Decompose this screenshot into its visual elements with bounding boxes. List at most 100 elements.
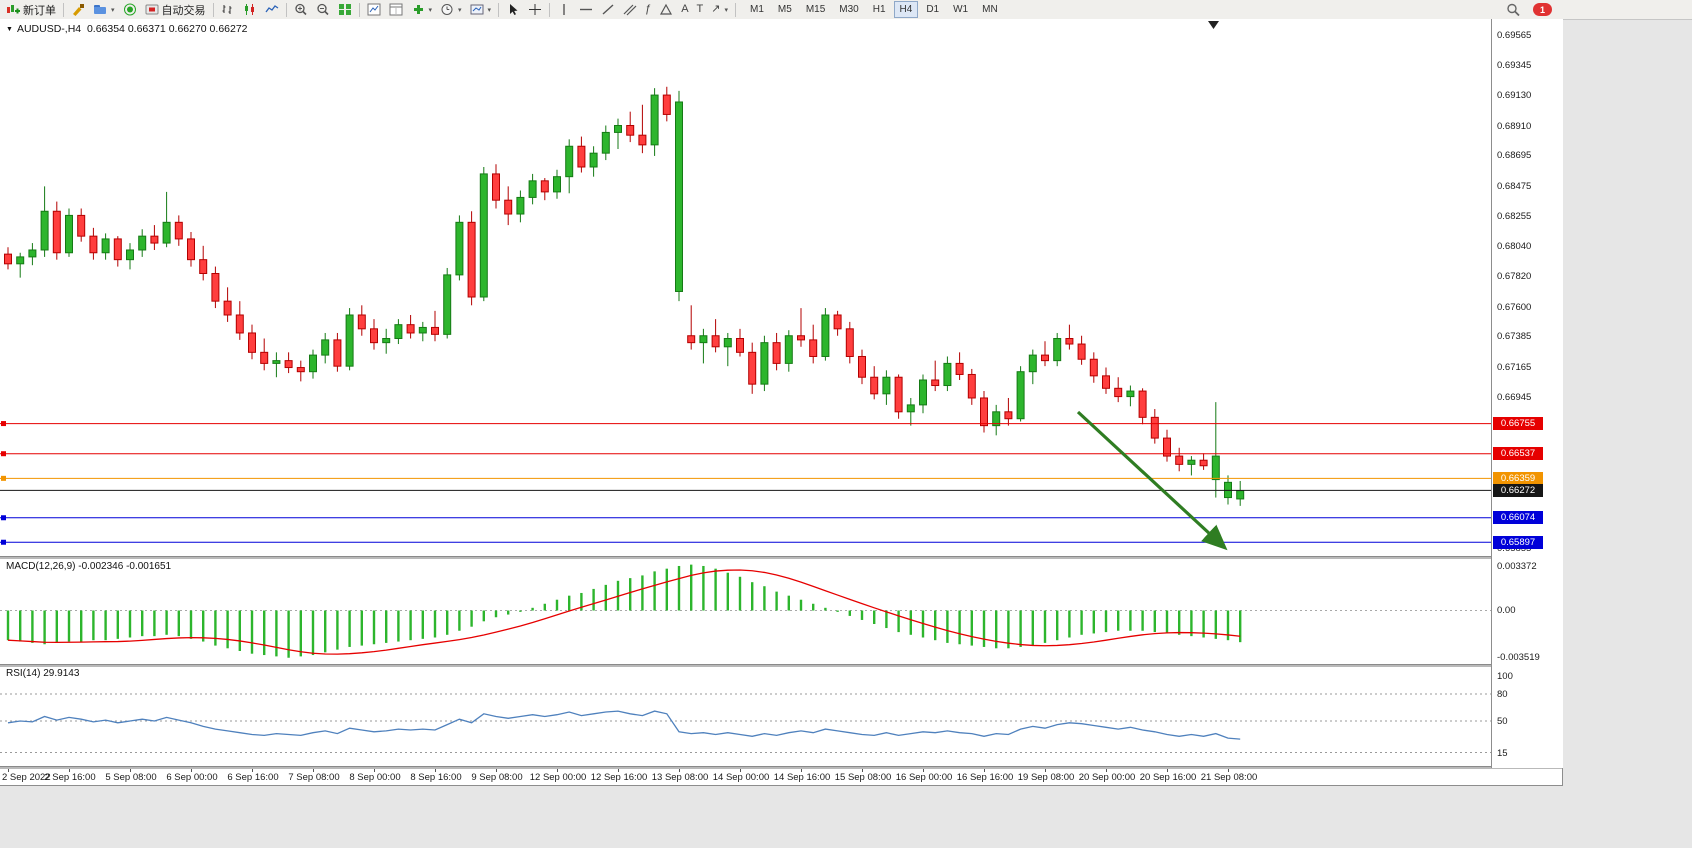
add-indicator-button[interactable]: ▾ — [407, 0, 437, 19]
time-tick — [679, 768, 680, 772]
channel-button[interactable] — [619, 0, 641, 19]
text-label-button[interactable]: T — [693, 0, 708, 19]
tile-windows-button[interactable] — [334, 0, 356, 19]
time-tick — [8, 768, 9, 772]
shapes-icon — [659, 3, 673, 16]
time-label: 13 Sep 08:00 — [651, 772, 709, 783]
macd-axis-label: 0.00 — [1497, 605, 1516, 616]
timeframe-W1[interactable]: W1 — [953, 4, 969, 15]
add-indicator-icon — [411, 3, 425, 16]
time-label: 15 Sep 08:00 — [834, 772, 892, 783]
time-axis[interactable]: 2 Sep 2022 2 Sep 16:00 5 Sep 08:00 6 Sep 00… — [0, 768, 1491, 785]
arrows-icon: ↗ — [711, 3, 721, 15]
price-tick: 0.69565 — [1497, 29, 1532, 41]
timeframe-H4[interactable]: H4 — [893, 1, 919, 18]
candlestick-chart-button[interactable] — [239, 0, 261, 19]
text-button[interactable]: A — [677, 0, 692, 19]
level-handle[interactable] — [1, 539, 6, 545]
time-tick — [191, 768, 192, 772]
new-order-button[interactable]: 新订单 — [2, 0, 60, 19]
line-chart-icon — [264, 3, 279, 16]
styler-button[interactable] — [67, 0, 89, 19]
line-chart-button[interactable] — [261, 0, 283, 19]
panel-separator[interactable] — [0, 664, 1562, 667]
indicator-list-button[interactable] — [363, 0, 385, 19]
chevron-down-icon: ▾ — [111, 6, 115, 14]
period-icon — [440, 3, 454, 16]
notification-badge[interactable]: 1 — [1533, 3, 1552, 16]
bar-chart-icon — [221, 3, 235, 16]
profiles-button[interactable]: ▾ — [89, 0, 119, 19]
data-window-button[interactable] — [385, 0, 407, 19]
toolbar-separator — [549, 2, 551, 17]
toolbar-separator — [735, 2, 736, 17]
time-tick — [923, 768, 924, 772]
data-window-icon — [389, 3, 403, 16]
timeframe-MN[interactable]: MN — [982, 4, 998, 15]
time-label: 6 Sep 00:00 — [166, 772, 218, 783]
one-click-trading-triangle-icon[interactable]: ▼ — [6, 26, 13, 33]
time-label: 5 Sep 08:00 — [105, 772, 157, 783]
level-lines-group — [0, 421, 1491, 545]
bar-chart-button[interactable] — [217, 0, 239, 19]
crosshair-button[interactable] — [524, 0, 546, 19]
trend-arrow-annotation[interactable] — [1076, 410, 1228, 551]
time-label: 8 Sep 16:00 — [410, 772, 462, 783]
level-handle[interactable] — [1, 515, 6, 521]
cursor-icon — [506, 3, 520, 16]
price-badge-level: 0.66359 — [1493, 471, 1543, 485]
price-tick: 0.68910 — [1497, 120, 1532, 132]
time-label: 19 Sep 08:00 — [1017, 772, 1075, 783]
chart-symbol-label: ▼ AUDUSD-,H4 0.66354 0.66371 0.66270 0.66… — [6, 23, 248, 35]
macd-signal-line — [7, 569, 1241, 655]
price-chart-canvas[interactable] — [0, 19, 1491, 556]
level-handle[interactable] — [1, 451, 6, 457]
vertical-line-button[interactable] — [553, 0, 575, 19]
rsi-axis-label: 100 — [1497, 671, 1513, 682]
trendline-button[interactable] — [597, 0, 619, 19]
timeframe-D1[interactable]: D1 — [926, 4, 940, 15]
chevron-down-icon: ▾ — [724, 6, 728, 14]
shapes-button[interactable] — [655, 0, 677, 19]
horizontal-line-icon — [579, 3, 593, 16]
chart-shift-marker-icon[interactable] — [1208, 21, 1219, 29]
time-label: 6 Sep 16:00 — [227, 772, 279, 783]
timeframe-M30[interactable]: M30 — [839, 4, 859, 15]
macd-panel-canvas[interactable] — [0, 559, 1491, 664]
panel-separator[interactable] — [0, 766, 1562, 769]
level-handle[interactable] — [1, 475, 6, 481]
rsi-panel-canvas[interactable] — [0, 666, 1491, 766]
fibonacci-button[interactable]: ƒ — [641, 0, 655, 19]
alerts-button[interactable] — [119, 0, 141, 19]
macd-axis-label: 0.003372 — [1497, 561, 1537, 572]
zoom-in-button[interactable] — [290, 0, 312, 19]
time-tick — [740, 768, 741, 772]
time-label: 12 Sep 16:00 — [590, 772, 648, 783]
vertical-line-icon — [557, 3, 571, 16]
rsi-label: RSI(14) 29.9143 — [6, 668, 80, 679]
timeframe-M5[interactable]: M5 — [777, 4, 792, 15]
time-label: 14 Sep 00:00 — [712, 772, 770, 783]
zoom-out-button[interactable] — [312, 0, 334, 19]
horizontal-line-button[interactable] — [575, 0, 597, 19]
price-badge-resistance: 0.66537 — [1493, 447, 1543, 461]
search-icon[interactable] — [1502, 0, 1525, 19]
price-tick: 0.67600 — [1497, 301, 1532, 313]
text-label-icon: T — [696, 3, 704, 15]
period-button[interactable]: ▾ — [436, 0, 466, 19]
autotrading-button[interactable]: 自动交易 — [141, 0, 210, 19]
template-button[interactable]: ▾ — [466, 0, 496, 19]
level-handle[interactable] — [1, 421, 6, 427]
price-axis[interactable]: 0.69565 0.69345 0.69130 0.68910 0.68695 0.684… — [1491, 19, 1563, 768]
timeframe-M1[interactable]: M1 — [750, 4, 764, 15]
fibonacci-icon: ƒ — [645, 3, 652, 15]
time-label: 16 Sep 16:00 — [956, 772, 1014, 783]
timeframe-M15[interactable]: M15 — [805, 4, 826, 15]
arrows-button[interactable]: ↗ ▾ — [707, 0, 732, 19]
alerts-icon — [123, 3, 137, 16]
panel-separator[interactable] — [0, 556, 1562, 559]
timeframe-H1[interactable]: H1 — [872, 4, 886, 15]
cursor-button[interactable] — [502, 0, 524, 19]
time-tick — [1228, 768, 1229, 772]
time-tick — [130, 768, 131, 772]
